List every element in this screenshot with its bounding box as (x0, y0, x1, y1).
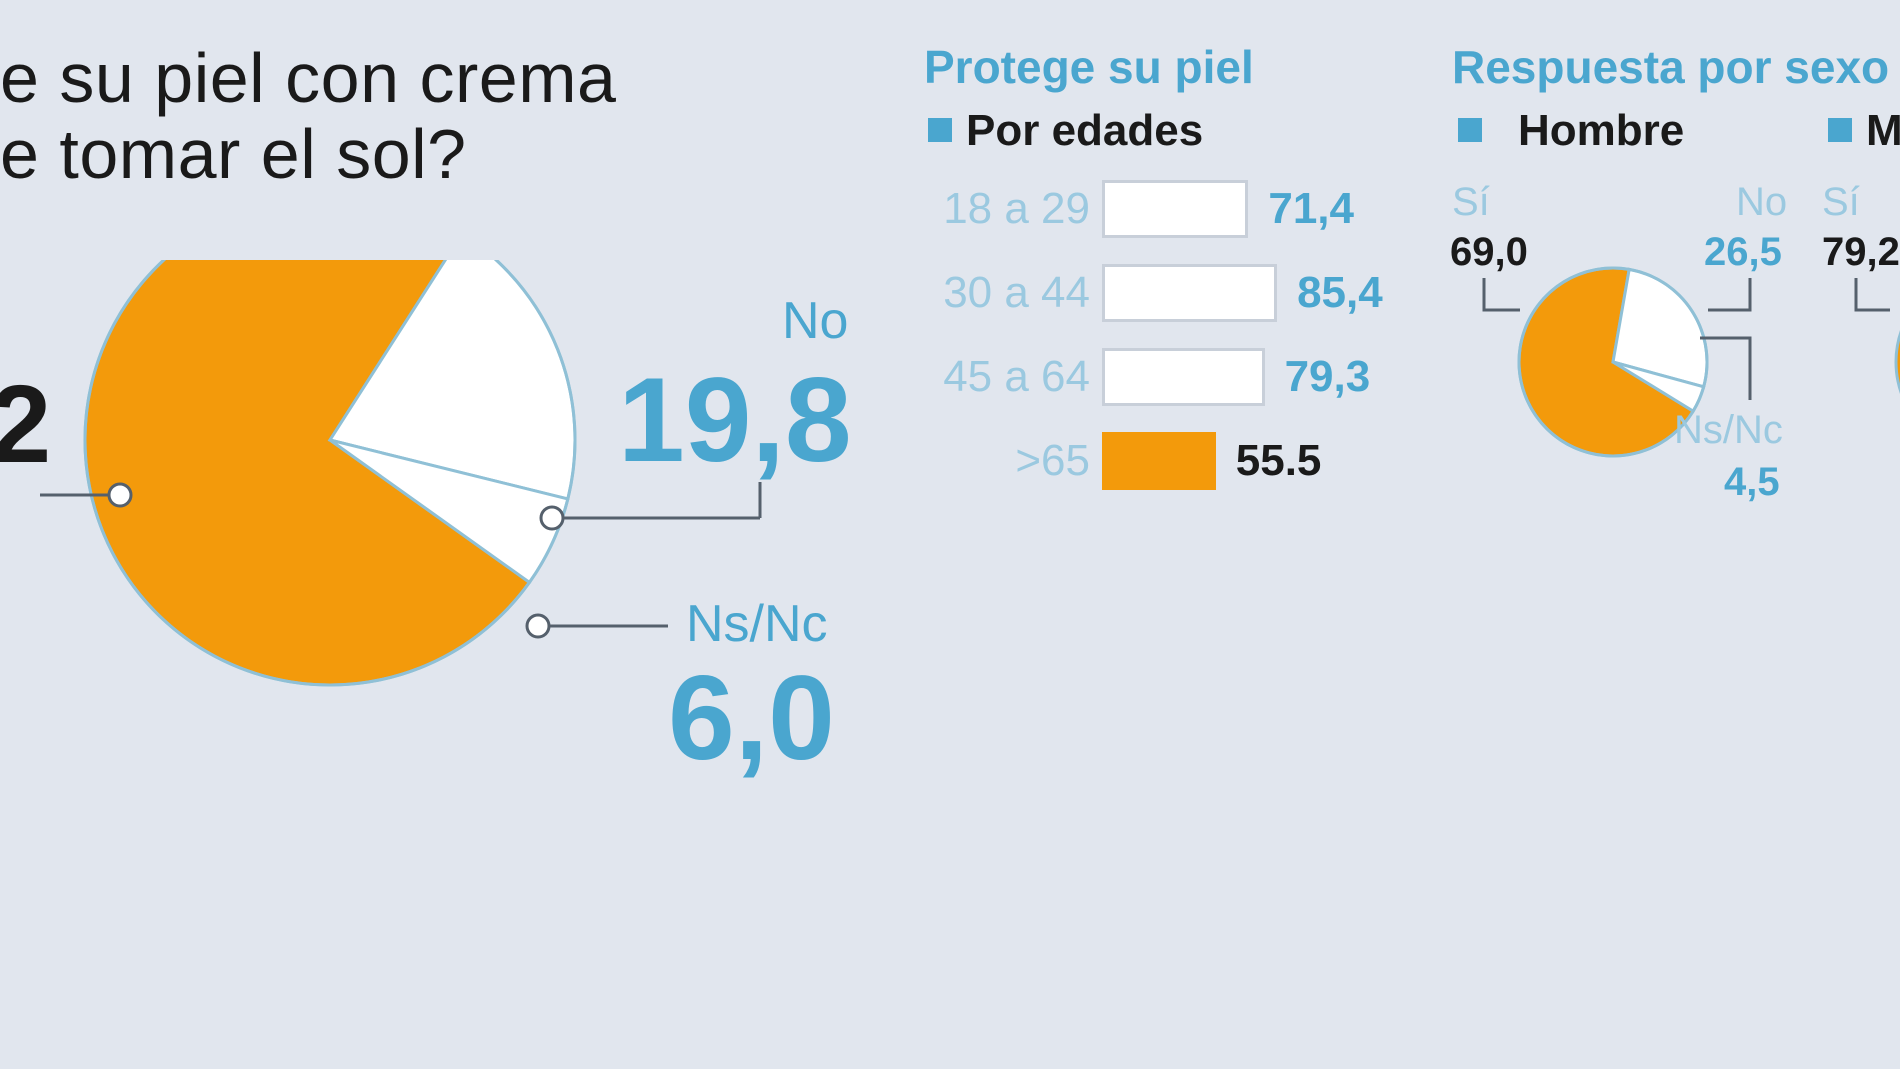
age-bar (1102, 180, 1249, 238)
sex-pie-charts: Respuesta por sexo Hombre M Sí 69,0 No 2… (1450, 40, 1900, 520)
sex-chart-title: Respuesta por sexo (1452, 41, 1890, 93)
age-bar-value: 79,3 (1284, 352, 1371, 401)
main-pie-outline (83, 260, 577, 687)
hombre-no-leader (1708, 278, 1752, 312)
mujer-si-leader (1854, 278, 1890, 312)
question-title: e su piel con crema e tomar el sol? (0, 39, 617, 193)
age-bar-chart: Protege su piel Por edades 18 a 29 71,4 30… (920, 40, 1420, 520)
hombre-pie-outline (1517, 266, 1709, 458)
age-bar (1102, 348, 1265, 406)
main-no-dot (539, 505, 565, 531)
mujer-legend-label: M (1866, 106, 1900, 155)
hombre-si-leader (1482, 278, 1520, 312)
age-bar (1102, 264, 1278, 322)
hombre-nsnc-leader (1700, 336, 1752, 400)
main-pie-nsnc-value: 6,0 (668, 651, 835, 785)
age-chart-title: Protege su piel (924, 41, 1254, 93)
main-pie-no-label: No (782, 292, 849, 350)
age-bar-value: 71,4 (1268, 184, 1354, 233)
age-category-label: 45 a 64 (943, 352, 1090, 401)
age-bar-value: 85,4 (1297, 268, 1383, 317)
main-pie-svg (40, 260, 762, 687)
main-pie-nsnc-label: Ns/Nc (686, 595, 828, 653)
main-pie-no-value: 19,8 (618, 353, 852, 487)
main-pie-chart: 2 No 19,8 Ns/Nc 6,0 (0, 260, 900, 820)
hombre-no-label: No (1736, 180, 1788, 224)
hombre-nsnc-value: 4,5 (1724, 460, 1780, 504)
hombre-pie-svg (1482, 266, 1900, 458)
age-category-label: >65 (1015, 436, 1090, 485)
main-si-dot (107, 482, 133, 508)
hombre-no-value: 26,5 (1704, 230, 1782, 274)
hombre-si-value: 69,0 (1450, 230, 1528, 274)
mujer-pie-slice-0 (1894, 330, 1900, 394)
age-category-label: 18 a 29 (943, 184, 1090, 233)
hombre-legend-label: Hombre (1518, 106, 1685, 155)
hombre-legend-square (1458, 118, 1482, 142)
mujer-legend-square (1828, 118, 1852, 142)
age-legend-label: Por edades (966, 106, 1204, 155)
hombre-nsnc-label: Ns/Nc (1674, 408, 1783, 452)
age-bar-value: 55.5 (1235, 436, 1322, 485)
age-legend-square (928, 118, 952, 142)
hombre-si-label: Sí (1452, 180, 1490, 224)
main-pie-si-value: 2 (0, 363, 52, 486)
main-nsnc-dot (525, 613, 551, 639)
mujer-si-value: 79,2 (1822, 230, 1900, 274)
mujer-si-label: Sí (1822, 180, 1860, 224)
age-category-label: 30 a 44 (943, 268, 1090, 317)
age-bar (1102, 432, 1216, 490)
